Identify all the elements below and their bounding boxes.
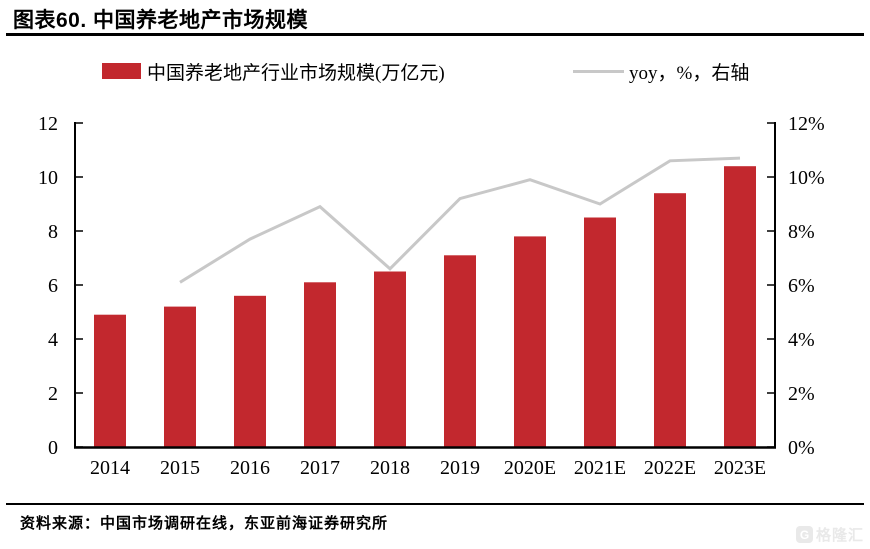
x-label-2022E: 2022E (644, 457, 696, 479)
x-label-2015: 2015 (160, 457, 200, 479)
bar-2023E (724, 166, 756, 447)
bar-series-swatch (102, 63, 141, 79)
right-axis-label-12%: 12% (788, 113, 825, 135)
bar-2019 (444, 255, 476, 447)
x-label-2018: 2018 (370, 457, 410, 479)
line-series-swatch (573, 69, 624, 73)
yoy-line (179, 156, 741, 284)
x-label-2014: 2014 (90, 457, 130, 479)
bar-2020E (514, 236, 546, 447)
left-axis-label-12: 12 (38, 113, 58, 135)
watermark-text: 格隆汇 (816, 527, 865, 544)
bar-2021E (584, 217, 616, 447)
left-axis-label-0: 0 (48, 437, 58, 459)
bar-2014 (94, 314, 126, 447)
legend-label-market-size: 中国养老地产行业市场规模(万亿元) (147, 62, 445, 84)
left-axis-label-8: 8 (48, 221, 58, 243)
x-label-2023E: 2023E (714, 457, 766, 479)
left-axis-label-4: 4 (48, 329, 58, 351)
right-axis-label-4%: 4% (788, 329, 815, 351)
bar-2018 (374, 271, 406, 447)
x-label-2020E: 2020E (504, 457, 556, 479)
right-axis-label-6%: 6% (788, 275, 815, 297)
x-label-2019: 2019 (440, 457, 480, 479)
left-axis-label-2: 2 (48, 383, 58, 405)
watermark-g-icon: G (796, 526, 813, 543)
right-axis-label-2%: 2% (788, 383, 815, 405)
bar-2017 (304, 282, 336, 447)
left-axis-label-10: 10 (38, 167, 58, 189)
x-label-2017: 2017 (300, 457, 340, 479)
bar-2022E (654, 193, 686, 447)
legend-item-yoy: yoy，%，右轴 (573, 58, 749, 84)
left-axis-label-6: 6 (48, 275, 58, 297)
right-axis-label-10%: 10% (788, 167, 825, 189)
title-underline (6, 33, 864, 36)
x-label-2021E: 2021E (574, 457, 626, 479)
legend-item-market-size: 中国养老地产行业市场规模(万亿元) (102, 58, 445, 84)
bar-2015 (164, 306, 196, 447)
watermark-logo: G 格隆汇 (796, 524, 864, 545)
figure-title: 图表60. 中国养老地产市场规模 (13, 9, 309, 32)
bar-2016 (234, 295, 266, 447)
source-text: 资料来源：中国市场调研在线，东亚前海证券研究所 (20, 516, 389, 532)
right-axis-label-0%: 0% (788, 437, 815, 459)
x-label-2016: 2016 (230, 457, 270, 479)
legend-label-yoy: yoy，%，右轴 (629, 62, 750, 84)
right-axis-label-8%: 8% (788, 221, 815, 243)
chart-legend: 中国养老地产行业市场规模(万亿元) yoy，%，右轴 (0, 58, 870, 84)
source-divider (6, 503, 864, 505)
